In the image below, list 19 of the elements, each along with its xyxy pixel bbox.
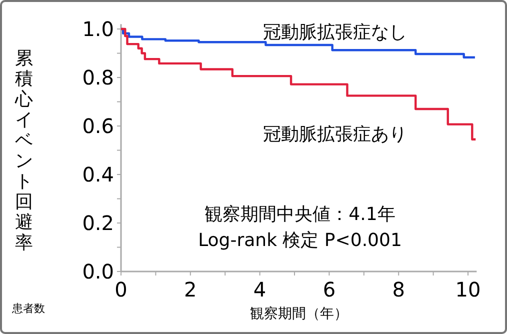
y-tick-label: 0.4 bbox=[82, 162, 114, 186]
y-tick-label: 0.2 bbox=[82, 211, 114, 235]
y-tick-label: 0.6 bbox=[82, 114, 114, 138]
x-tick-label: 6 bbox=[322, 278, 336, 302]
x-axis-title: 観察期間（年） bbox=[250, 306, 348, 322]
y-tick-label: 1.0 bbox=[82, 17, 114, 41]
x-tick-label: 2 bbox=[184, 278, 197, 302]
text: 累積心イベント回避率 bbox=[15, 48, 33, 254]
x-tick-label: 10 bbox=[455, 278, 481, 302]
x-tick-label: 4 bbox=[253, 278, 266, 302]
y-tick-label: 0.8 bbox=[82, 66, 114, 90]
series-label: 冠動脈拡張症なし bbox=[263, 22, 407, 43]
series-label: 冠動脈拡張症あり bbox=[263, 124, 407, 145]
y-tick-label: 0.0 bbox=[82, 260, 114, 284]
text: 患者数 bbox=[11, 302, 45, 315]
annotation: Log-rank 検定 P<0.001 bbox=[198, 230, 402, 251]
x-tick-label: 0 bbox=[114, 278, 128, 302]
x-tick-label: 8 bbox=[392, 278, 405, 302]
annotation: 観察期間中央値：4.1年 bbox=[204, 204, 396, 225]
